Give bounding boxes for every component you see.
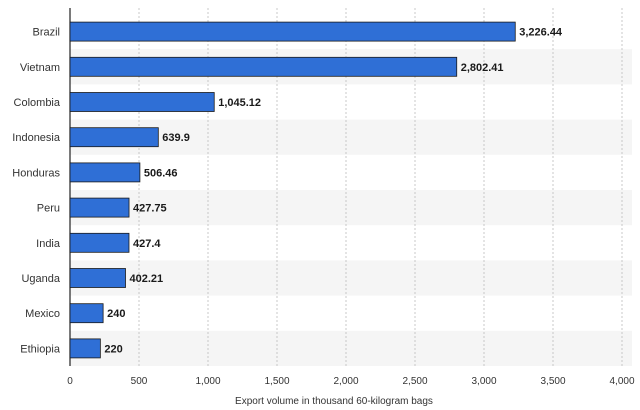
value-label: 402.21 [130,273,164,285]
bar-brazil[interactable] [69,21,516,42]
category-label: Honduras [12,167,60,179]
row-band [70,330,632,366]
value-label: 506.46 [144,167,178,179]
value-label: 639.9 [162,132,190,144]
category-label: India [36,238,61,250]
category-label: Indonesia [12,132,61,144]
x-tick-label: 1,500 [264,376,289,387]
bar-indonesia[interactable] [69,127,159,148]
x-tick-label: 3,000 [471,376,496,387]
x-axis-title: Export volume in thousand 60-kilogram ba… [235,396,433,407]
bars [69,21,516,359]
row-band [70,119,632,155]
value-labels: 3,226.44 2,802.41 1,045.12 639.9 506.46 427.7… [104,27,563,356]
bar-uganda[interactable] [69,268,126,288]
value-label: 220 [104,343,122,355]
category-labels: Brazil Vietnam Colombia Indonesia Honduras Pe… [12,27,61,356]
category-label: Ethiopia [20,343,61,355]
x-tick-label: 2,000 [333,376,358,387]
value-label: 240 [107,308,125,320]
category-label: Uganda [21,273,60,285]
bar-honduras[interactable] [69,162,141,183]
x-tick-labels: 0 500 1,000 1,500 2,000 2,500 3,000 3,500 4,000 [67,376,635,387]
bar-ethiopia[interactable] [69,338,101,359]
bar-peru[interactable] [69,197,130,218]
x-tick-label: 3,500 [540,376,565,387]
bar-colombia[interactable] [69,92,215,112]
x-tick-label: 4,000 [609,376,634,387]
row-band [70,260,632,296]
x-tick-label: 500 [131,376,148,387]
bar-india[interactable] [69,232,130,253]
value-label: 427.75 [133,203,167,215]
x-tick-label: 2,500 [402,376,427,387]
row-band [70,190,632,226]
bar-vietnam[interactable] [69,56,458,77]
category-label: Vietnam [20,62,60,74]
value-label: 427.4 [133,238,161,250]
category-label: Colombia [14,97,61,109]
bar-mexico[interactable] [69,303,104,324]
category-label: Brazil [32,27,60,39]
x-tick-label: 1,000 [195,376,220,387]
category-label: Peru [37,203,60,215]
value-label: 2,802.41 [461,62,504,74]
value-label: 1,045.12 [218,97,261,109]
category-label: Mexico [25,308,60,320]
row-bands [70,49,632,366]
value-label: 3,226.44 [519,27,563,39]
x-tick-label: 0 [67,376,73,387]
